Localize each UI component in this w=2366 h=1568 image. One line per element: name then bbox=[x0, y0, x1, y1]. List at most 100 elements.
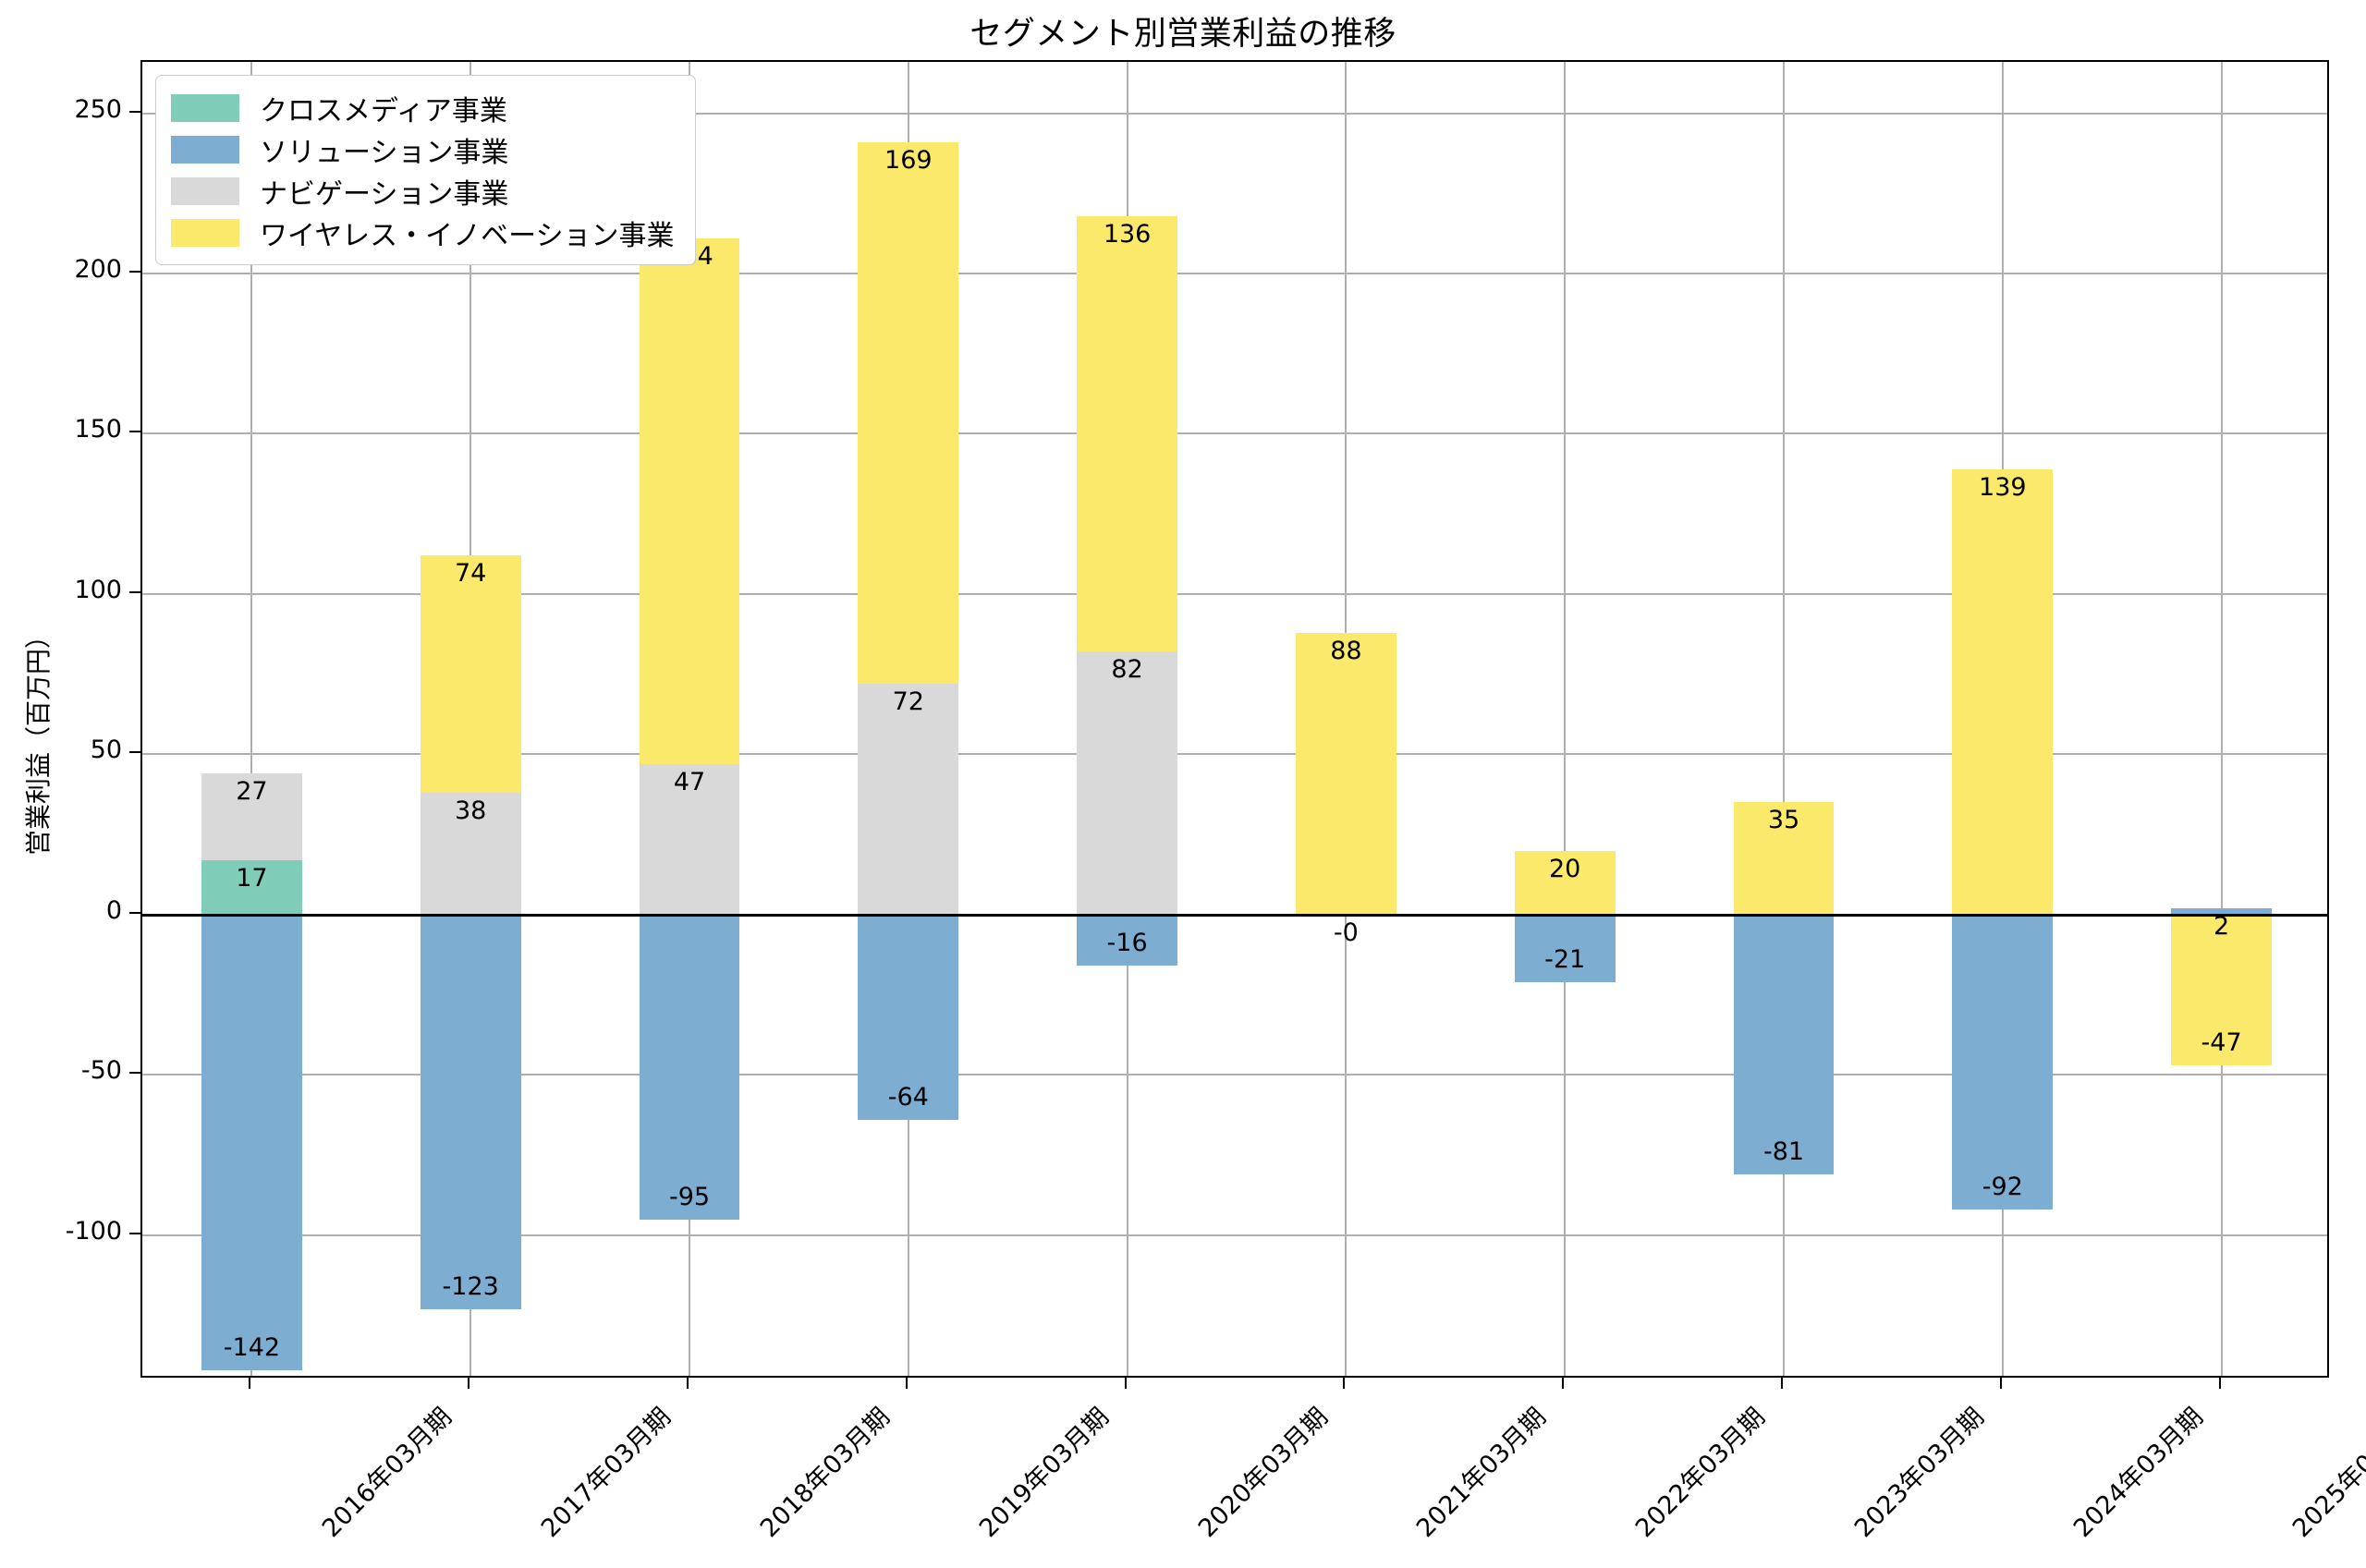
bar-value-label: -0 bbox=[1333, 918, 1359, 947]
y-axis-tick-mark bbox=[129, 911, 140, 914]
bar-segment bbox=[1077, 215, 1178, 652]
bar-segment bbox=[1952, 468, 2054, 915]
bar-segment bbox=[201, 859, 302, 915]
chart-title: セグメント別営業利益の推移 bbox=[970, 16, 1396, 53]
bar-segment bbox=[639, 914, 740, 1220]
bar-value-label: 17 bbox=[236, 863, 268, 893]
legend-item[interactable]: クロスメディア事業 bbox=[171, 87, 675, 128]
gridline-vertical bbox=[1783, 62, 1785, 1376]
legend: クロスメディア事業 ソリューション事業 ナビゲーション事業ワイヤレス・イノベーション… bbox=[155, 75, 696, 265]
bar-segment bbox=[420, 914, 521, 1309]
bar-value-label: 74 bbox=[455, 559, 487, 589]
gridline-horizontal bbox=[142, 272, 2327, 274]
x-axis-tick-label: 2018年03月期 bbox=[754, 1402, 896, 1544]
y-axis-tick-mark bbox=[129, 1232, 140, 1234]
x-axis-tick-label: 2021年03月期 bbox=[1411, 1402, 1553, 1544]
bar-segment bbox=[1514, 914, 1616, 982]
y-axis-tick-mark bbox=[129, 590, 140, 593]
y-axis-tick-label: 250 bbox=[74, 94, 122, 124]
y-axis-tick-mark bbox=[129, 270, 140, 273]
gridline-horizontal bbox=[142, 432, 2327, 435]
y-axis-tick-label: -100 bbox=[65, 1216, 122, 1246]
x-axis-tick-mark bbox=[1124, 1378, 1127, 1389]
bar-value-label: -95 bbox=[668, 1182, 711, 1211]
bar-value-label: 139 bbox=[1979, 472, 2027, 502]
bar-segment bbox=[858, 684, 959, 915]
bar-value-label: 136 bbox=[1103, 219, 1152, 249]
y-axis-tick-label: -50 bbox=[80, 1056, 122, 1086]
y-axis-tick-label: 100 bbox=[74, 575, 122, 604]
bar-value-label: -81 bbox=[1762, 1136, 1805, 1166]
x-axis-tick-label: 2020年03月期 bbox=[1192, 1402, 1334, 1544]
bar-segment bbox=[1733, 914, 1835, 1174]
x-axis-tick-label: 2024年03月期 bbox=[2067, 1402, 2209, 1544]
x-axis-tick-mark bbox=[1343, 1378, 1346, 1389]
bar-value-label: 2 bbox=[2214, 911, 2230, 941]
bar-segment bbox=[201, 914, 302, 1370]
x-axis-tick-label: 2022年03月期 bbox=[1630, 1402, 1772, 1544]
y-axis-tick-label: 50 bbox=[90, 735, 122, 765]
bar-value-label: -142 bbox=[223, 1332, 281, 1362]
bar-segment bbox=[858, 914, 959, 1120]
bar-segment bbox=[2171, 914, 2273, 1065]
gridline-horizontal bbox=[142, 1074, 2327, 1076]
x-axis-tick-mark bbox=[1781, 1378, 1783, 1389]
bar-value-label: 35 bbox=[1767, 806, 1800, 835]
gridline-horizontal bbox=[142, 112, 2327, 115]
bar-segment bbox=[420, 555, 521, 794]
legend-item[interactable]: ワイヤレス・イノベーション事業 bbox=[171, 212, 675, 253]
x-axis-tick-label: 2025年03月期 bbox=[2287, 1402, 2366, 1544]
bar-value-label: 27 bbox=[236, 777, 268, 807]
plot-area: 17-14227-1233874-9547164-6472169-1682136… bbox=[140, 60, 2329, 1378]
bar-segment bbox=[1514, 850, 1616, 915]
y-axis-tick-label: 200 bbox=[74, 254, 122, 284]
legend-color-swatch bbox=[171, 176, 239, 205]
bar-segment bbox=[2171, 907, 2273, 915]
gridline-vertical bbox=[250, 62, 253, 1376]
bar-segment bbox=[858, 141, 959, 685]
bar-value-label: 20 bbox=[1549, 854, 1581, 883]
x-axis-tick-label: 2019年03月期 bbox=[973, 1402, 1115, 1544]
legend-color-swatch bbox=[171, 218, 239, 247]
gridline-horizontal bbox=[142, 753, 2327, 756]
legend-item-label: ナビゲーション事業 bbox=[260, 177, 509, 211]
legend-item[interactable]: ソリューション事業 bbox=[171, 128, 675, 170]
legend-color-swatch bbox=[171, 93, 239, 122]
legend-item-label: ワイヤレス・イノベーション事業 bbox=[260, 219, 675, 252]
gridline-vertical bbox=[1564, 62, 1567, 1376]
x-axis-tick-label: 2023年03月期 bbox=[1848, 1402, 1990, 1544]
legend-item[interactable]: ナビゲーション事業 bbox=[171, 170, 675, 212]
bar-value-label: -47 bbox=[2201, 1027, 2242, 1057]
bar-value-label: 38 bbox=[455, 796, 487, 826]
x-axis-tick-label: 2017年03月期 bbox=[536, 1402, 677, 1544]
bar-segment bbox=[420, 793, 521, 915]
bar-segment bbox=[1295, 632, 1396, 915]
y-axis-tick-label: 0 bbox=[105, 895, 122, 925]
gridline-horizontal bbox=[142, 1234, 2327, 1236]
bar-value-label: 82 bbox=[1111, 655, 1143, 685]
bar-value-label: 88 bbox=[1330, 636, 1362, 665]
bar-value-label: -64 bbox=[887, 1082, 929, 1112]
x-axis-tick-mark bbox=[249, 1378, 251, 1389]
bar-segment bbox=[639, 763, 740, 915]
zero-axis-line bbox=[142, 913, 2327, 917]
bar-segment bbox=[1952, 914, 2054, 1210]
bar-segment bbox=[1077, 651, 1178, 915]
x-axis-tick-mark bbox=[1562, 1378, 1565, 1389]
y-axis-tick-label: 150 bbox=[74, 415, 122, 444]
y-axis-tick-mark bbox=[129, 431, 140, 433]
x-axis-tick-mark bbox=[905, 1378, 908, 1389]
bar-value-label: -21 bbox=[1544, 944, 1586, 974]
x-axis-tick-mark bbox=[468, 1378, 470, 1389]
bar-value-label: -16 bbox=[1106, 929, 1148, 958]
bar-value-label: -92 bbox=[1982, 1173, 2023, 1202]
bar-value-label: 169 bbox=[884, 145, 933, 175]
bar-segment bbox=[201, 773, 302, 860]
bar-value-label: 72 bbox=[892, 687, 924, 717]
legend-item-label: ソリューション事業 bbox=[260, 136, 509, 169]
x-axis-tick-label: 2016年03月期 bbox=[317, 1402, 458, 1544]
bar-segment bbox=[1733, 802, 1835, 915]
legend-item-label: クロスメディア事業 bbox=[260, 94, 507, 128]
y-axis-tick-mark bbox=[129, 110, 140, 113]
bar-segment bbox=[639, 237, 740, 764]
